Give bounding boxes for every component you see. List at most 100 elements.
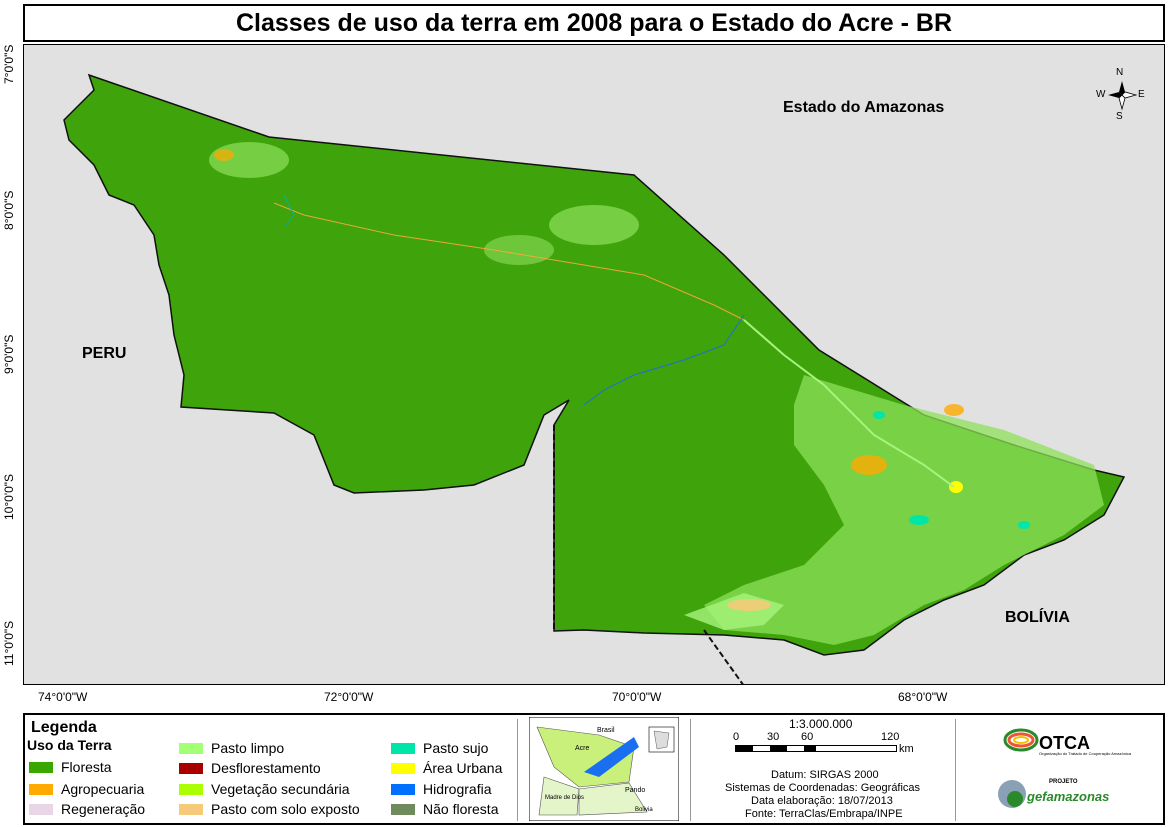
legend-label: Hidrografia [423, 781, 492, 797]
gef-logo-text: gefamazonas [1027, 789, 1110, 804]
otca-logo-icon [1003, 728, 1039, 752]
urban-area-rio-branco [949, 481, 963, 493]
info-coords: Sistemas de Coordenadas: Geográficas [725, 782, 921, 794]
scale-seg [816, 746, 896, 751]
inset-acre [536, 726, 635, 788]
swatch [29, 783, 53, 795]
swatch [391, 742, 415, 754]
scale-seg [736, 746, 753, 751]
inset-pando [578, 782, 648, 816]
pasture-zone-east [704, 375, 1104, 645]
swatch [179, 783, 203, 795]
legend-title: Legenda [31, 719, 97, 736]
scale-seg [753, 746, 770, 751]
scale-tick-120: 120 [881, 731, 900, 743]
legend-subtitle: Uso da Terra [27, 737, 112, 753]
swatch [179, 762, 203, 774]
pasture-zone-center [549, 205, 639, 245]
inset-label-brasil: Brasil [597, 727, 615, 734]
river-line [283, 194, 295, 226]
lat-tick-10: 10°0'0"S [2, 473, 16, 520]
label-amazonas: Estado do Amazonas [783, 99, 945, 116]
lat-tick-9: 9°0'0"S [2, 334, 16, 374]
otca-logo-sub: Organização do Tratado de Cooperação Ama… [1039, 751, 1132, 756]
road-line [273, 202, 745, 321]
swatch [29, 803, 53, 815]
lon-tick-68: 68°0'0"W [898, 690, 948, 704]
swatch [391, 762, 415, 774]
map-canvas [63, 73, 1138, 684]
legend-label: Vegetação secundária [211, 781, 350, 797]
swatch [391, 803, 415, 815]
inset-map [529, 717, 679, 821]
scale-seg [770, 746, 787, 751]
scale-bar [735, 745, 897, 752]
swatch [29, 761, 53, 773]
agro-patch [214, 149, 234, 161]
legend-item-pasto-limpo: Pasto limpo [179, 740, 284, 756]
legend-item-regeneracao: Regeneração [29, 801, 145, 817]
legend-label: Pasto limpo [211, 740, 285, 756]
info-source: Fonte: TerraClas/Embrapa/INPE [745, 808, 903, 820]
map-frame: N S E W Estado do Amazonas PERU BOLÍVIA [23, 44, 1165, 685]
scale-seg [804, 746, 816, 751]
pasto-sujo-patch [909, 515, 929, 525]
agro-patch [944, 404, 964, 416]
scale-tick-30: 30 [767, 731, 780, 743]
lat-tick-7: 7°0'0"S [2, 44, 16, 84]
swatch [179, 803, 203, 815]
legend-label: Pasto com solo exposto [211, 801, 360, 817]
compass-w: W [1096, 89, 1106, 100]
info-date: Data elaboração: 18/07/2013 [751, 795, 893, 807]
scale-unit: km [899, 743, 914, 755]
legend-item-pasto-solo: Pasto com solo exposto [179, 801, 360, 817]
legend-item-vegetacao: Vegetação secundária [179, 781, 350, 797]
scale-ratio: 1:3.000.000 [789, 717, 853, 731]
legend-label: Agropecuaria [61, 781, 145, 797]
inset-label-acre: Acre [575, 745, 590, 752]
river-line [583, 314, 745, 406]
inset-label-pando: Pando [625, 787, 646, 794]
inset-label-madre: Madre de Dios [545, 795, 585, 801]
legend-item-area-urbana: Área Urbana [391, 760, 502, 776]
legend-item-floresta: Floresta [29, 759, 112, 775]
gef-projeto: PROJETO [1049, 779, 1078, 785]
lon-tick-74: 74°0'0"W [38, 690, 88, 704]
scale-tick-0: 0 [733, 731, 740, 743]
agro-patch [851, 455, 887, 475]
scale-seg [787, 746, 804, 751]
legend-item-hidrografia: Hidrografia [391, 781, 491, 797]
road-line [743, 319, 955, 488]
compass-e: E [1138, 89, 1145, 100]
divider [955, 719, 956, 821]
legend-label: Desflorestamento [211, 760, 321, 776]
divider [517, 719, 518, 821]
inset-madre [538, 776, 580, 816]
compass-s: S [1116, 111, 1123, 122]
pasto-sujo-patch [873, 411, 885, 419]
swatch [179, 742, 203, 754]
legend-label: Floresta [61, 759, 112, 775]
inset-label-bolivia: Bolivia [635, 807, 653, 813]
label-peru: PERU [82, 345, 127, 362]
compass-n: N [1116, 67, 1124, 78]
legend-label: Área Urbana [423, 760, 503, 776]
label-bolivia: BOLÍVIA [1005, 609, 1070, 626]
otca-logo-text: OTCA [1039, 733, 1090, 753]
agro-patch [727, 599, 771, 611]
inset-continent [653, 730, 670, 750]
legend-panel: Legenda Uso da Terra Floresta Agropecuar… [23, 713, 1165, 825]
pasto-sujo-patch [1018, 521, 1030, 529]
border-dashed [703, 629, 744, 684]
gef-logo-icon [998, 780, 1026, 808]
lat-tick-11: 11°0'0"S [2, 620, 16, 666]
compass-rose [1108, 81, 1138, 111]
legend-label: Não floresta [423, 801, 499, 817]
legend-label: Pasto sujo [423, 740, 489, 756]
info-datum: Datum: SIRGAS 2000 [771, 769, 879, 781]
swatch [391, 783, 415, 795]
legend-item-agropecuaria: Agropecuaria [29, 781, 144, 797]
legend-item-nao-floresta: Não floresta [391, 801, 498, 817]
lat-tick-8: 8°0'0"S [2, 190, 16, 230]
divider [690, 719, 691, 821]
